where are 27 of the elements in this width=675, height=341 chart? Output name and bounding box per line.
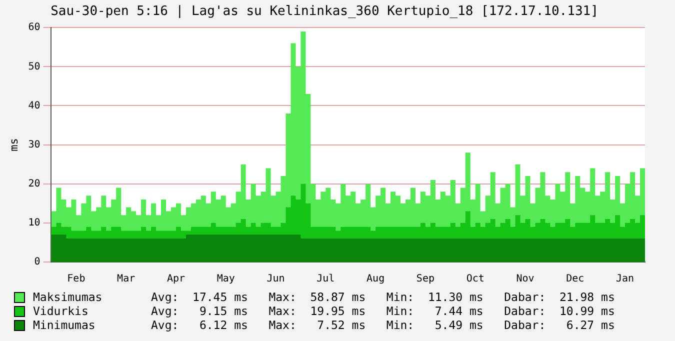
x-tick-label: Jan bbox=[616, 274, 634, 285]
x-tick-label: Jun bbox=[266, 274, 285, 285]
text: Avg: 6.12 ms Max: 7.52 ms Min: 5.49 ms Dabar: 6.27 ms bbox=[151, 318, 615, 332]
x-tick-label: Jul bbox=[316, 274, 335, 285]
x-tick-label: Aug bbox=[366, 274, 385, 285]
x-tick-label: Sep bbox=[416, 274, 434, 285]
x-tick-label: Dec bbox=[566, 274, 584, 285]
legend-label: Maksimumas bbox=[33, 290, 104, 304]
x-tick-label: Apr bbox=[166, 274, 186, 285]
y-tick-label: 20 bbox=[28, 178, 40, 190]
x-tick-label: Mar bbox=[117, 274, 136, 285]
text: Avg: 17.45 ms Max: 58.87 ms Min: 11.30 ms Dabar: 21.98 ms bbox=[151, 290, 615, 304]
y-tick-label: 0 bbox=[34, 256, 40, 268]
legend-label: Vidurkis bbox=[33, 304, 90, 318]
text: Avg: 9.15 ms Max: 19.95 ms Min: 7.44 ms Dabar: 10.99 ms bbox=[151, 304, 615, 318]
y-tick-label: 30 bbox=[28, 139, 40, 150]
y-axis-title: ms bbox=[7, 138, 20, 152]
y-tick-label: 10 bbox=[28, 218, 40, 229]
x-tick-label: Oct bbox=[466, 274, 484, 285]
x-tick-label: Nov bbox=[516, 274, 534, 285]
y-tick-label: 40 bbox=[28, 100, 40, 112]
x-tick-label: Feb bbox=[67, 274, 86, 285]
y-tick-label: 50 bbox=[28, 61, 40, 72]
x-tick-label: May bbox=[216, 274, 235, 285]
legend-label: Minimumas bbox=[33, 318, 96, 332]
chart-title: Sau-30-pen 5:16 | Lag'as su Kelininkas_360 Kertupio_18 [172.17.10.131] bbox=[50, 4, 598, 20]
y-tick-label: 60 bbox=[28, 22, 40, 34]
